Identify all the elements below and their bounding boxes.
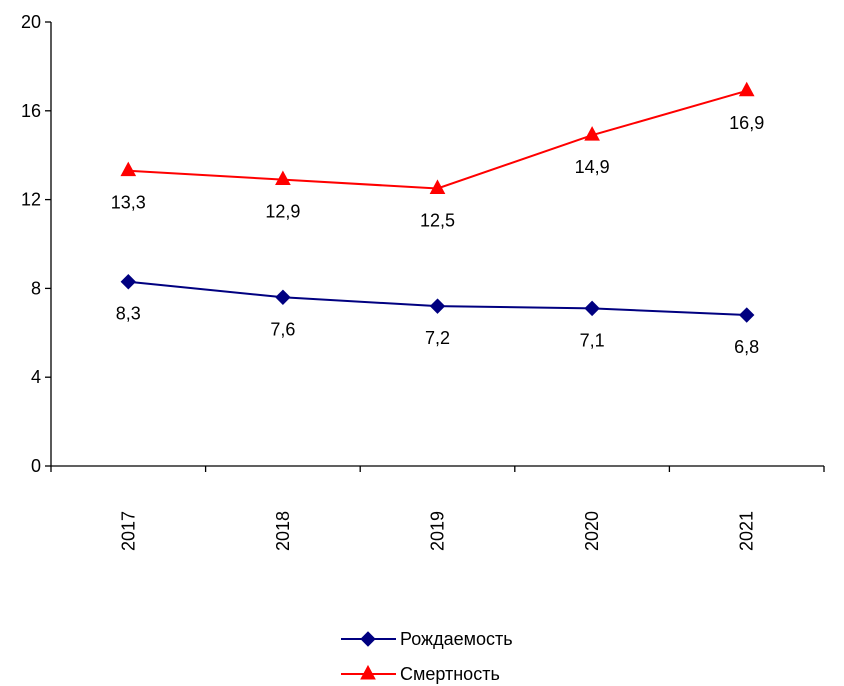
- data-label: 6,8: [734, 337, 759, 357]
- legend: Рождаемость Смертность: [341, 629, 513, 684]
- data-label: 12,5: [420, 211, 455, 231]
- data-point: [120, 274, 137, 290]
- y-tick-label: 0: [31, 456, 41, 476]
- y-tick-label: 8: [31, 278, 41, 298]
- legend-entry-1: Рождаемость: [341, 629, 513, 649]
- data-label: 16,9: [729, 113, 764, 133]
- legend-entry-2: Смертность: [341, 664, 500, 684]
- y-tick-label: 20: [21, 12, 41, 32]
- series-layer: 8,3 7,6 7,2 7,1 6,8 13,3 12,9 12,5 14,9 16,9: [111, 81, 764, 357]
- data-point: [429, 298, 446, 314]
- data-label: 14,9: [575, 157, 610, 177]
- series-line: [128, 89, 747, 190]
- data-label: 12,9: [265, 202, 300, 222]
- data-label: 7,1: [580, 330, 605, 350]
- y-tick-label: 4: [31, 367, 41, 387]
- y-tick-label: 16: [21, 101, 41, 121]
- legend-label: Смертность: [400, 664, 500, 684]
- x-tick-label: 2018: [273, 511, 293, 551]
- x-tick-label: 2019: [428, 511, 448, 551]
- legend-marker: [360, 631, 376, 647]
- series-2: 13,3 12,9 12,5 14,9 16,9: [111, 81, 764, 231]
- data-label: 7,6: [270, 319, 295, 339]
- legend-marker: [360, 664, 376, 680]
- data-point: [275, 170, 291, 186]
- series-1: 8,3 7,6 7,2 7,1 6,8: [116, 274, 759, 357]
- data-point: [275, 289, 291, 305]
- x-tick-label: 2021: [737, 511, 757, 551]
- axes: 0 4 8 12 16 20 2017 2018 2019 2020 2021: [21, 12, 825, 551]
- data-point: [584, 126, 600, 141]
- data-point: [429, 179, 446, 194]
- data-point: [738, 307, 755, 323]
- data-point: [120, 161, 137, 177]
- x-tick-label: 2017: [118, 511, 138, 551]
- data-label: 13,3: [111, 193, 146, 213]
- data-label: 8,3: [116, 304, 141, 324]
- legend-label: Рождаемость: [400, 629, 513, 649]
- data-label: 7,2: [425, 328, 450, 348]
- data-point: [738, 81, 755, 97]
- data-point: [584, 300, 600, 317]
- x-tick-label: 2020: [582, 511, 602, 551]
- y-tick-label: 12: [21, 190, 41, 210]
